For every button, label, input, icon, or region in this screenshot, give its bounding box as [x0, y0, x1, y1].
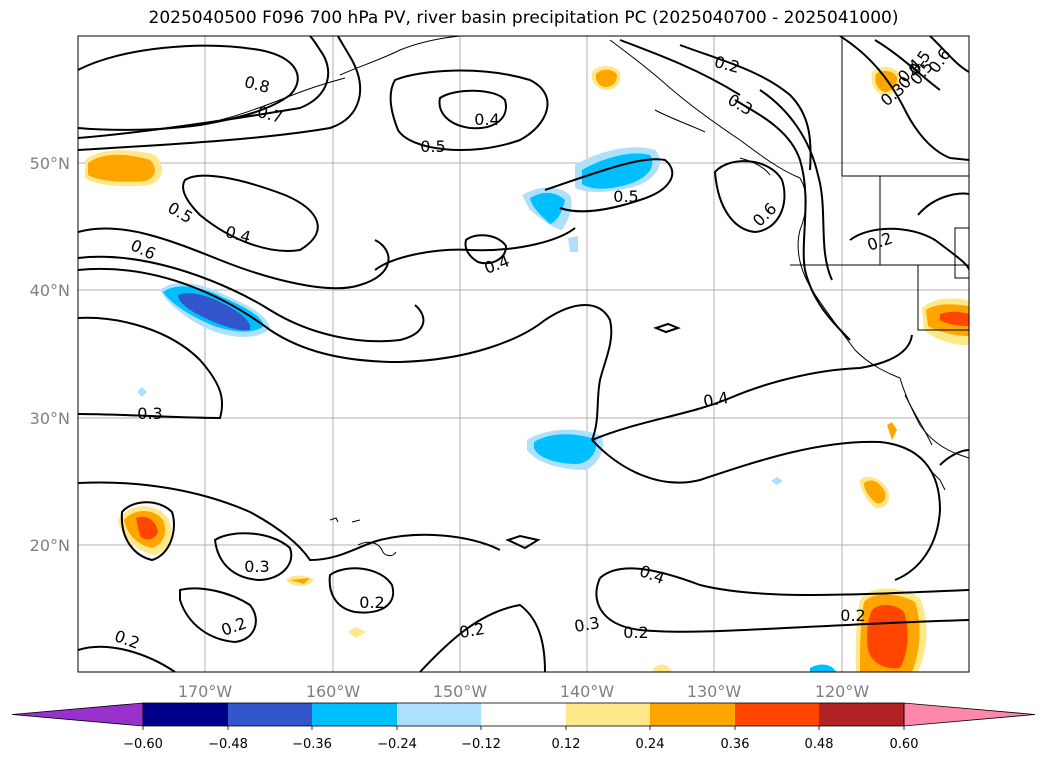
- contour-label: 0.4: [702, 388, 730, 411]
- colorbar-tick-label: 0.12: [552, 737, 581, 752]
- pv-contours: [78, 36, 969, 672]
- colorbar-swatch: [566, 703, 650, 726]
- colorbar-tick-label: −0.48: [208, 737, 248, 752]
- contour-label: 0.2: [623, 623, 648, 642]
- colorbar-tick-label: 0.48: [805, 737, 834, 752]
- positive-region: [348, 627, 366, 638]
- map-title: 2025040500 F096 700 hPa PV, river basin …: [148, 8, 899, 28]
- colorbar-tick-label: 0.36: [721, 737, 750, 752]
- colorbar-swatch: [650, 703, 735, 726]
- colorbar-swatch: [312, 703, 397, 726]
- colorbar-swatch: [735, 703, 819, 726]
- colorbar-tick-label: −0.24: [377, 737, 417, 752]
- positive-region: [940, 311, 969, 326]
- map-area: [78, 36, 969, 672]
- contour-label: 0.5: [613, 187, 638, 206]
- lat-label-30n: 30°N: [30, 409, 70, 428]
- positive-region: [290, 578, 310, 584]
- contour-label: 0.4: [474, 110, 499, 129]
- contour-label: 0.3: [137, 404, 162, 423]
- contour-label: 0.3: [573, 613, 601, 636]
- negative-region: [530, 192, 565, 224]
- positive-region: [88, 154, 155, 182]
- contour-label-layer: 0.80.70.50.40.50.20.30.40.50.40.60.60.50…: [112, 45, 955, 653]
- lon-label-150w: 150°W: [433, 682, 488, 701]
- colorbar-over-triangle: [903, 702, 1036, 727]
- colorbar: −0.60 −0.48 −0.36 −0.24 −0.12 0.12 0.24 …: [11, 702, 1036, 752]
- gridlines: [78, 36, 969, 672]
- contour-label: 0.2: [458, 619, 486, 642]
- lon-label-160w: 160°W: [306, 682, 361, 701]
- negative-region: [771, 477, 783, 485]
- colorbar-tick-label: −0.12: [461, 737, 501, 752]
- lon-label-140w: 140°W: [560, 682, 615, 701]
- positive-region: [136, 516, 158, 540]
- colorbar-swatch: [481, 703, 566, 726]
- negative-region: [178, 293, 251, 331]
- coastlines: [219, 36, 969, 557]
- contour-label: 0.2: [840, 606, 865, 625]
- colorbar-tick-label: −0.36: [292, 737, 332, 752]
- colorbar-swatch: [228, 703, 312, 726]
- colorbar-swatch: [819, 703, 904, 726]
- contour-label: 0.5: [420, 137, 445, 156]
- negative-region: [568, 236, 578, 252]
- contour-label: 0.2: [359, 593, 384, 612]
- colorbar-tick-label: −0.60: [123, 737, 163, 752]
- positive-region: [652, 664, 672, 672]
- precip-shading: [85, 66, 969, 672]
- negative-region: [534, 434, 597, 464]
- lat-label-40n: 40°N: [30, 281, 70, 300]
- positive-region: [864, 480, 886, 504]
- lat-label-20n: 20°N: [30, 536, 70, 555]
- colorbar-swatch: [397, 703, 481, 726]
- colorbar-tick-label: 0.60: [890, 737, 919, 752]
- map-border: [77, 35, 970, 673]
- lon-label-170w: 170°W: [178, 682, 233, 701]
- positive-region: [867, 604, 908, 669]
- lon-label-130w: 130°W: [687, 682, 742, 701]
- colorbar-tick-label: 0.24: [636, 737, 665, 752]
- colorbar-swatch: [143, 703, 228, 726]
- colorbar-under-triangle: [11, 702, 144, 727]
- lat-label-50n: 50°N: [30, 154, 70, 173]
- negative-region: [137, 387, 147, 397]
- negative-region: [810, 664, 836, 672]
- positive-region: [887, 422, 897, 440]
- positive-region: [595, 69, 617, 87]
- lon-label-120w: 120°W: [815, 682, 870, 701]
- contour-label: 0.3: [244, 557, 269, 576]
